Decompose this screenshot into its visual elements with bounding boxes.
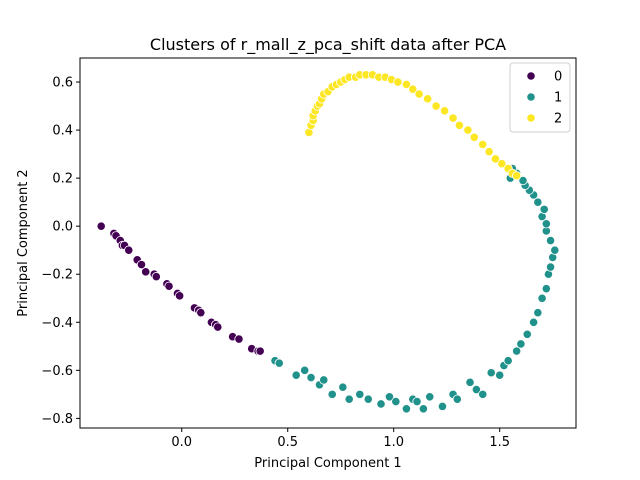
legend-label: 0 <box>554 70 562 85</box>
x-axis-ticks: 0.0 0.5 1.0 1.5 <box>171 428 510 450</box>
point-series-1 <box>306 372 316 383</box>
point-series-1 <box>495 370 505 380</box>
point-series-2 <box>454 120 465 130</box>
point-series-1 <box>418 404 428 414</box>
point-series-2 <box>401 79 412 90</box>
point-series-2 <box>490 154 501 164</box>
point-series-1 <box>541 219 551 229</box>
point-series-0 <box>196 308 206 318</box>
y-axis-ticks: −0.8 −0.6 −0.4 −0.2 0.0 0.2 0.4 0.6 <box>41 76 80 427</box>
point-series-2 <box>408 84 418 94</box>
point-series-1 <box>363 394 373 404</box>
y-tick-label: 0.2 <box>52 172 73 187</box>
point-series-1 <box>550 245 560 255</box>
point-series-2 <box>463 125 473 135</box>
point-series-1 <box>344 394 354 404</box>
point-series-1 <box>355 389 365 399</box>
point-series-0 <box>96 221 106 231</box>
point-series-0 <box>136 260 147 270</box>
point-series-2 <box>512 171 522 181</box>
legend-label: 2 <box>554 112 562 127</box>
chart-title: Clusters of r_mall_z_pca_shift data afte… <box>150 35 506 55</box>
point-series-0 <box>124 245 134 255</box>
point-series-1 <box>465 377 475 387</box>
y-tick-label: 0.6 <box>52 76 73 91</box>
point-series-1 <box>541 284 551 294</box>
point-series-1 <box>522 329 532 339</box>
x-tick-label: 0.0 <box>171 435 192 450</box>
point-series-2 <box>478 139 488 150</box>
point-series-0 <box>175 291 185 301</box>
y-tick-label: 0.4 <box>52 124 73 139</box>
point-series-2 <box>423 94 433 104</box>
legend-marker <box>526 71 536 81</box>
point-series-1 <box>376 399 386 409</box>
point-series-2 <box>469 132 479 142</box>
point-series-1 <box>274 358 284 368</box>
point-series-1 <box>338 382 348 392</box>
y-tick-label: −0.4 <box>41 316 73 331</box>
point-series-2 <box>497 159 507 169</box>
point-series-0 <box>255 346 265 356</box>
y-tick-label: −0.6 <box>41 364 73 379</box>
legend: 0 1 2 <box>509 62 571 133</box>
point-series-1 <box>478 389 488 399</box>
point-series-1 <box>327 389 337 399</box>
x-tick-label: 1.5 <box>489 435 510 450</box>
y-tick-label: 0.0 <box>52 220 73 235</box>
x-tick-label: 1.0 <box>383 435 404 450</box>
point-series-1 <box>486 368 496 378</box>
point-series-1 <box>539 204 549 214</box>
legend-box <box>509 62 571 133</box>
point-series-1 <box>425 392 435 402</box>
point-series-1 <box>412 396 422 407</box>
point-series-2 <box>448 113 458 123</box>
point-series-1 <box>503 356 513 366</box>
point-series-0 <box>141 267 151 277</box>
point-series-2 <box>393 77 403 87</box>
point-series-2 <box>431 101 441 111</box>
point-series-0 <box>213 322 223 332</box>
point-series-1 <box>391 396 401 407</box>
point-series-1 <box>319 375 329 385</box>
point-series-0 <box>164 281 174 291</box>
point-series-1 <box>533 308 543 318</box>
legend-label: 1 <box>554 91 562 106</box>
point-series-1 <box>516 339 526 349</box>
point-series-2 <box>484 147 494 157</box>
y-tick-label: −0.2 <box>41 268 73 283</box>
x-tick-label: 0.5 <box>277 435 298 450</box>
point-series-0 <box>151 272 161 282</box>
y-tick-label: −0.8 <box>41 412 73 427</box>
point-series-1 <box>300 365 310 375</box>
plot-area <box>79 57 577 429</box>
point-series-1 <box>529 317 539 327</box>
point-series-1 <box>518 175 528 186</box>
point-series-2 <box>414 89 424 99</box>
point-series-1 <box>533 197 543 207</box>
point-series-0 <box>234 334 244 344</box>
point-series-1 <box>401 404 412 414</box>
point-series-1 <box>291 370 301 380</box>
point-series-1 <box>537 293 547 303</box>
point-series-1 <box>545 235 556 246</box>
point-series-1 <box>545 262 556 272</box>
point-series-1 <box>512 346 522 356</box>
y-axis-label: Principal Component 2 <box>16 169 31 316</box>
point-series-1 <box>384 392 395 402</box>
point-series-1 <box>452 394 462 404</box>
legend-marker <box>526 113 536 123</box>
point-series-1 <box>471 384 481 395</box>
points-layer <box>96 70 560 414</box>
point-series-1 <box>437 401 448 411</box>
point-series-2 <box>439 106 450 116</box>
x-axis-label: Principal Component 1 <box>254 456 401 471</box>
legend-marker <box>526 92 536 102</box>
